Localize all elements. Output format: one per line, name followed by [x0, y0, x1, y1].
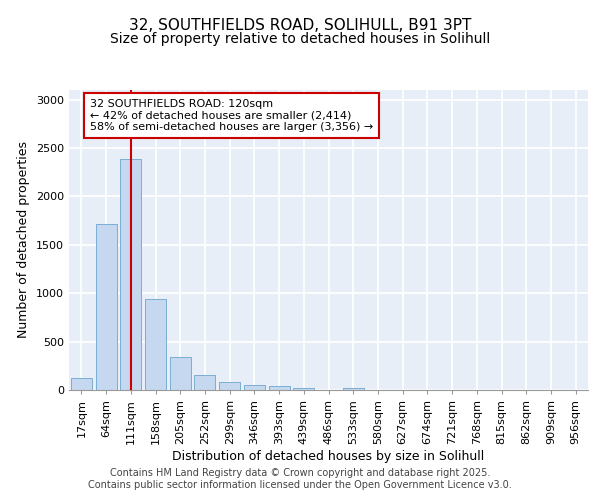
Text: Size of property relative to detached houses in Solihull: Size of property relative to detached ho… [110, 32, 490, 46]
Text: Contains HM Land Registry data © Crown copyright and database right 2025.
Contai: Contains HM Land Registry data © Crown c… [88, 468, 512, 490]
Bar [95, 224, 116, 390]
Bar [120, 158, 141, 390]
X-axis label: Distribution of detached houses by size in Solihull: Distribution of detached houses by size … [172, 450, 485, 462]
Bar [145, 299, 166, 390]
Bar [170, 357, 191, 390]
Bar [244, 385, 265, 390]
Text: 32 SOUTHFIELDS ROAD: 120sqm
← 42% of detached houses are smaller (2,414)
58% of : 32 SOUTHFIELDS ROAD: 120sqm ← 42% of det… [90, 99, 373, 132]
Bar [293, 388, 314, 390]
Bar [219, 382, 240, 390]
Bar [194, 374, 215, 390]
Y-axis label: Number of detached properties: Number of detached properties [17, 142, 31, 338]
Bar [343, 388, 364, 390]
Text: 32, SOUTHFIELDS ROAD, SOLIHULL, B91 3PT: 32, SOUTHFIELDS ROAD, SOLIHULL, B91 3PT [129, 18, 471, 32]
Bar [71, 378, 92, 390]
Bar [269, 386, 290, 390]
